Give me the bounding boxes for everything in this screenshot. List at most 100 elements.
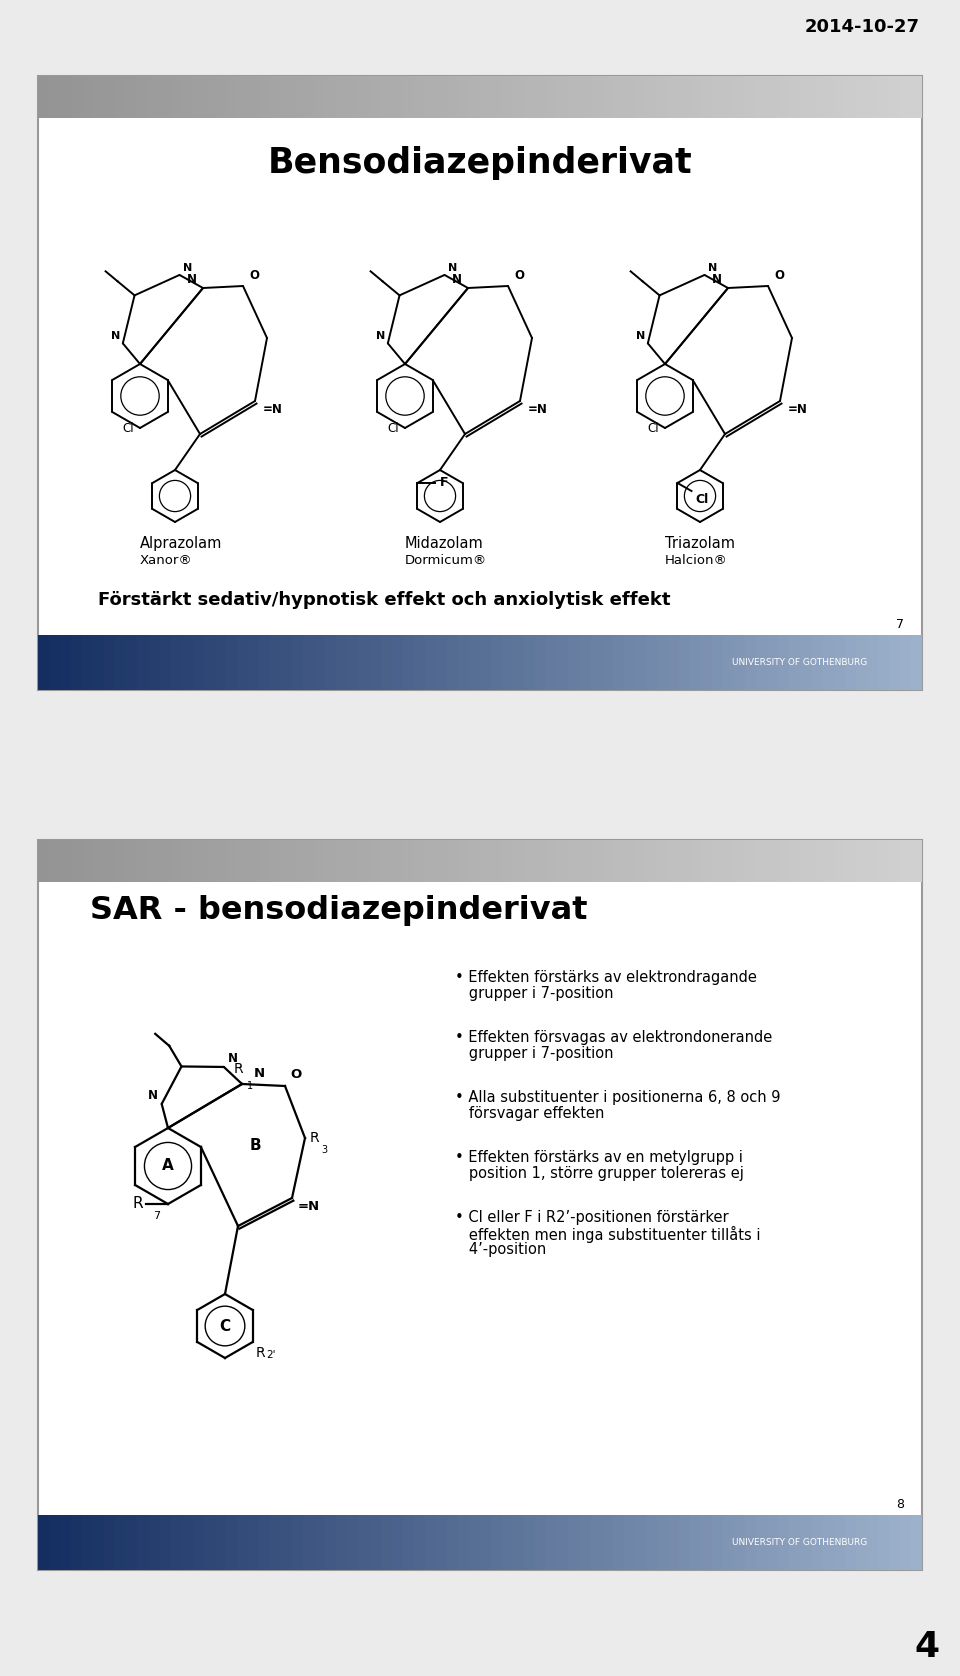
Text: effekten men inga substituenter tillåts i: effekten men inga substituenter tillåts … <box>455 1227 760 1244</box>
Text: grupper i 7-position: grupper i 7-position <box>455 1046 613 1061</box>
Bar <box>580 1515 590 1570</box>
Bar <box>348 75 358 117</box>
Bar <box>314 635 325 691</box>
Bar <box>49 1515 60 1570</box>
Bar <box>248 1515 259 1570</box>
Bar <box>845 1515 855 1570</box>
Bar <box>436 1515 446 1570</box>
Bar <box>159 75 171 117</box>
Bar <box>801 840 811 882</box>
Text: • Alla substituenter i positionerna 6, 8 och 9: • Alla substituenter i positionerna 6, 8… <box>455 1089 780 1104</box>
Bar <box>558 840 568 882</box>
Text: N: N <box>447 263 457 273</box>
Bar <box>436 635 446 691</box>
Bar <box>480 635 492 691</box>
Bar <box>801 1515 811 1570</box>
Bar <box>127 75 137 117</box>
Bar <box>281 75 292 117</box>
Text: Dormicum®: Dormicum® <box>405 555 488 566</box>
Bar <box>877 1515 889 1570</box>
Bar <box>568 840 580 882</box>
Bar <box>49 75 60 117</box>
Text: N: N <box>187 273 197 287</box>
Bar <box>480 75 492 117</box>
Bar <box>723 635 734 691</box>
Bar <box>767 1515 779 1570</box>
Bar <box>690 840 701 882</box>
Bar <box>402 635 414 691</box>
Bar <box>137 1515 149 1570</box>
Bar <box>612 1515 624 1570</box>
Bar <box>756 75 767 117</box>
Bar <box>580 635 590 691</box>
Bar <box>568 635 580 691</box>
Bar <box>524 75 536 117</box>
Bar <box>137 75 149 117</box>
Bar <box>568 75 580 117</box>
Bar <box>325 840 336 882</box>
Bar <box>546 635 558 691</box>
Bar <box>446 75 458 117</box>
Bar <box>38 1515 49 1570</box>
Text: Halcion®: Halcion® <box>665 555 728 566</box>
Bar <box>414 840 424 882</box>
Bar <box>159 840 171 882</box>
Bar <box>402 75 414 117</box>
Text: R: R <box>233 1063 243 1076</box>
Bar <box>734 75 745 117</box>
Bar <box>215 840 226 882</box>
Bar <box>446 635 458 691</box>
Bar <box>159 1515 171 1570</box>
Bar <box>811 840 823 882</box>
Bar <box>336 635 348 691</box>
Bar <box>248 840 259 882</box>
Bar <box>502 635 514 691</box>
Bar <box>402 840 414 882</box>
Bar <box>358 840 370 882</box>
Text: Cl: Cl <box>695 493 708 506</box>
Bar <box>370 1515 380 1570</box>
Bar <box>458 75 468 117</box>
Bar <box>801 75 811 117</box>
Text: A: A <box>162 1158 174 1173</box>
Bar <box>49 840 60 882</box>
Bar <box>270 1515 281 1570</box>
Bar <box>679 75 690 117</box>
Bar <box>779 840 789 882</box>
Bar <box>392 635 402 691</box>
Bar <box>502 75 514 117</box>
Bar <box>38 75 922 691</box>
Bar <box>436 75 446 117</box>
Bar <box>270 75 281 117</box>
Bar <box>811 75 823 117</box>
Bar <box>60 75 71 117</box>
Bar <box>480 1515 492 1570</box>
Text: 4: 4 <box>915 1631 940 1664</box>
Bar <box>270 635 281 691</box>
Text: UNIVERSITY OF GOTHENBURG: UNIVERSITY OF GOTHENBURG <box>732 1539 867 1547</box>
Bar <box>181 840 193 882</box>
Text: 2014-10-27: 2014-10-27 <box>805 18 920 35</box>
Bar <box>877 840 889 882</box>
Bar <box>204 75 215 117</box>
Text: R: R <box>310 1131 320 1145</box>
Bar <box>900 1515 911 1570</box>
Bar <box>712 1515 723 1570</box>
Text: O: O <box>514 270 524 282</box>
Bar <box>911 75 922 117</box>
Bar <box>325 75 336 117</box>
Bar <box>414 1515 424 1570</box>
Bar <box>458 840 468 882</box>
Bar <box>602 635 612 691</box>
Bar <box>657 635 668 691</box>
Bar <box>502 840 514 882</box>
Bar <box>811 635 823 691</box>
Bar <box>181 75 193 117</box>
Bar <box>779 75 789 117</box>
Bar <box>60 635 71 691</box>
Bar <box>93 75 105 117</box>
Bar <box>446 1515 458 1570</box>
Bar <box>226 840 237 882</box>
Bar <box>38 75 49 117</box>
Bar <box>492 635 502 691</box>
